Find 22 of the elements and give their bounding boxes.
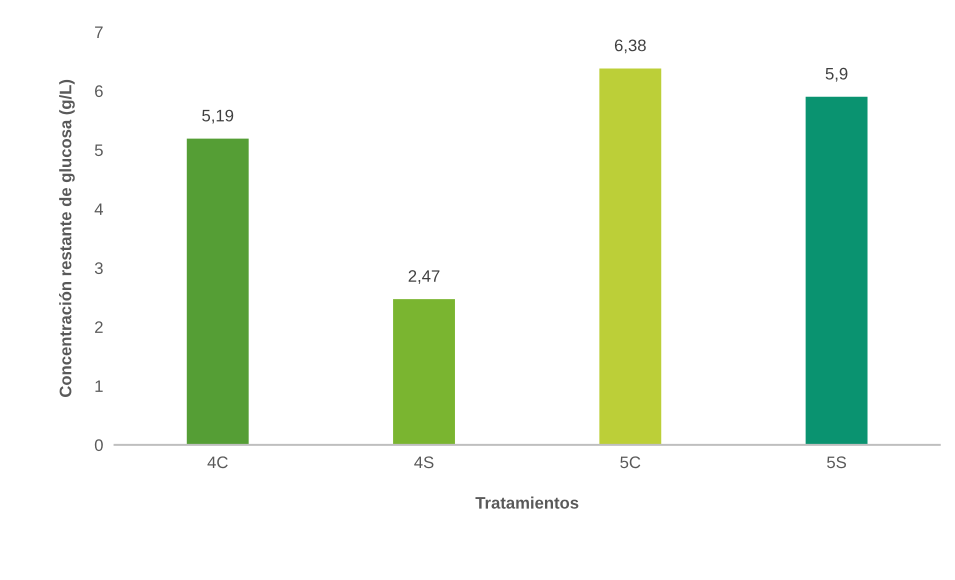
y-tick-label: 0 xyxy=(94,439,103,452)
y-tick-label: 7 xyxy=(95,26,103,38)
y-tick-label: 3 xyxy=(94,262,103,274)
data-label: 5,9 xyxy=(826,68,848,82)
y-axis-title: Concentración restante de glucosa (g/L) xyxy=(59,80,75,397)
x-tick-label: 5C xyxy=(620,456,640,468)
y-tick-label: 1 xyxy=(95,380,103,392)
x-tick-label: 5S xyxy=(827,456,846,468)
bar xyxy=(186,138,249,445)
bar xyxy=(806,96,868,445)
y-tick-label: 5 xyxy=(94,144,103,156)
x-tick-label: 4S xyxy=(414,456,434,468)
x-tick-label: 4C xyxy=(207,456,228,468)
bar xyxy=(599,68,662,445)
data-label: 5,19 xyxy=(202,110,234,124)
data-label: 6,38 xyxy=(614,39,646,54)
y-tick-label: 6 xyxy=(95,85,103,98)
bar xyxy=(393,299,455,445)
data-label: 2,47 xyxy=(408,270,440,284)
y-tick-label: 2 xyxy=(95,321,103,333)
y-tick-label: 4 xyxy=(94,203,103,215)
x-axis-title: Tratamientos xyxy=(475,496,578,509)
